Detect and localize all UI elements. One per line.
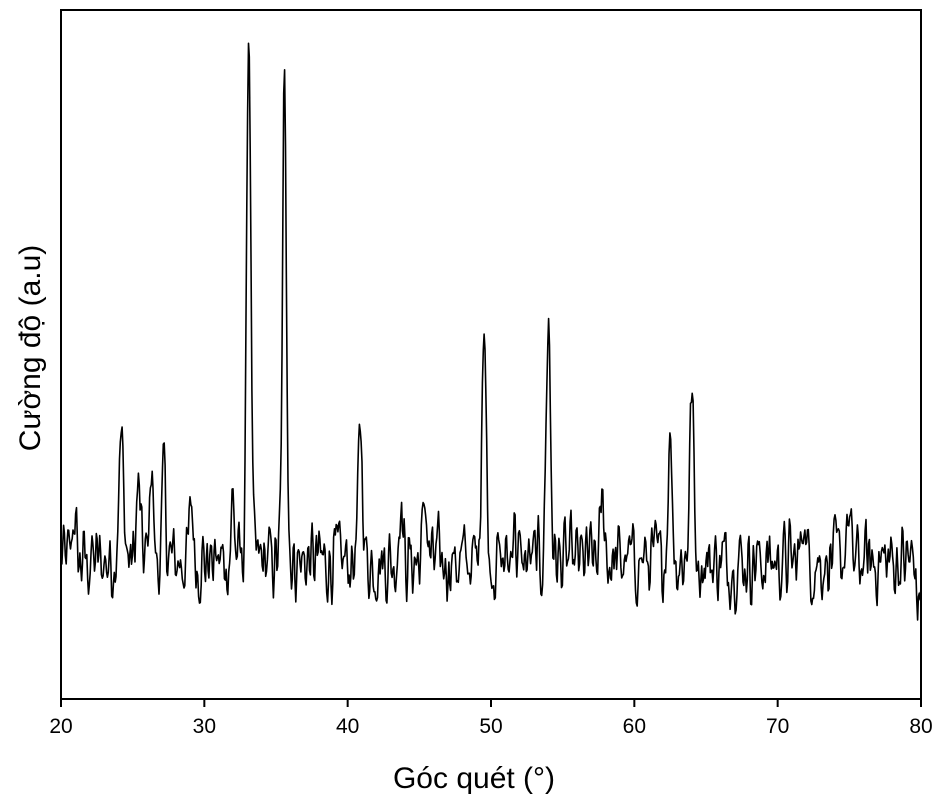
y-axis-title: Cường độ (a.u) <box>14 245 47 452</box>
x-tick-label: 60 <box>623 715 646 738</box>
diffraction-pattern-line <box>60 42 922 621</box>
x-tick-label: 30 <box>193 715 216 738</box>
x-tick-label: 80 <box>909 715 932 738</box>
plot-frame <box>60 9 922 700</box>
x-axis-title: Góc quét (°) <box>393 762 555 795</box>
x-tick-label: 70 <box>766 715 789 738</box>
x-tick-label: 20 <box>49 715 72 738</box>
x-ticks: 20 30 40 50 60 70 80 <box>49 699 933 738</box>
x-tick-label: 50 <box>479 715 502 738</box>
x-tick-label: 40 <box>336 715 359 738</box>
